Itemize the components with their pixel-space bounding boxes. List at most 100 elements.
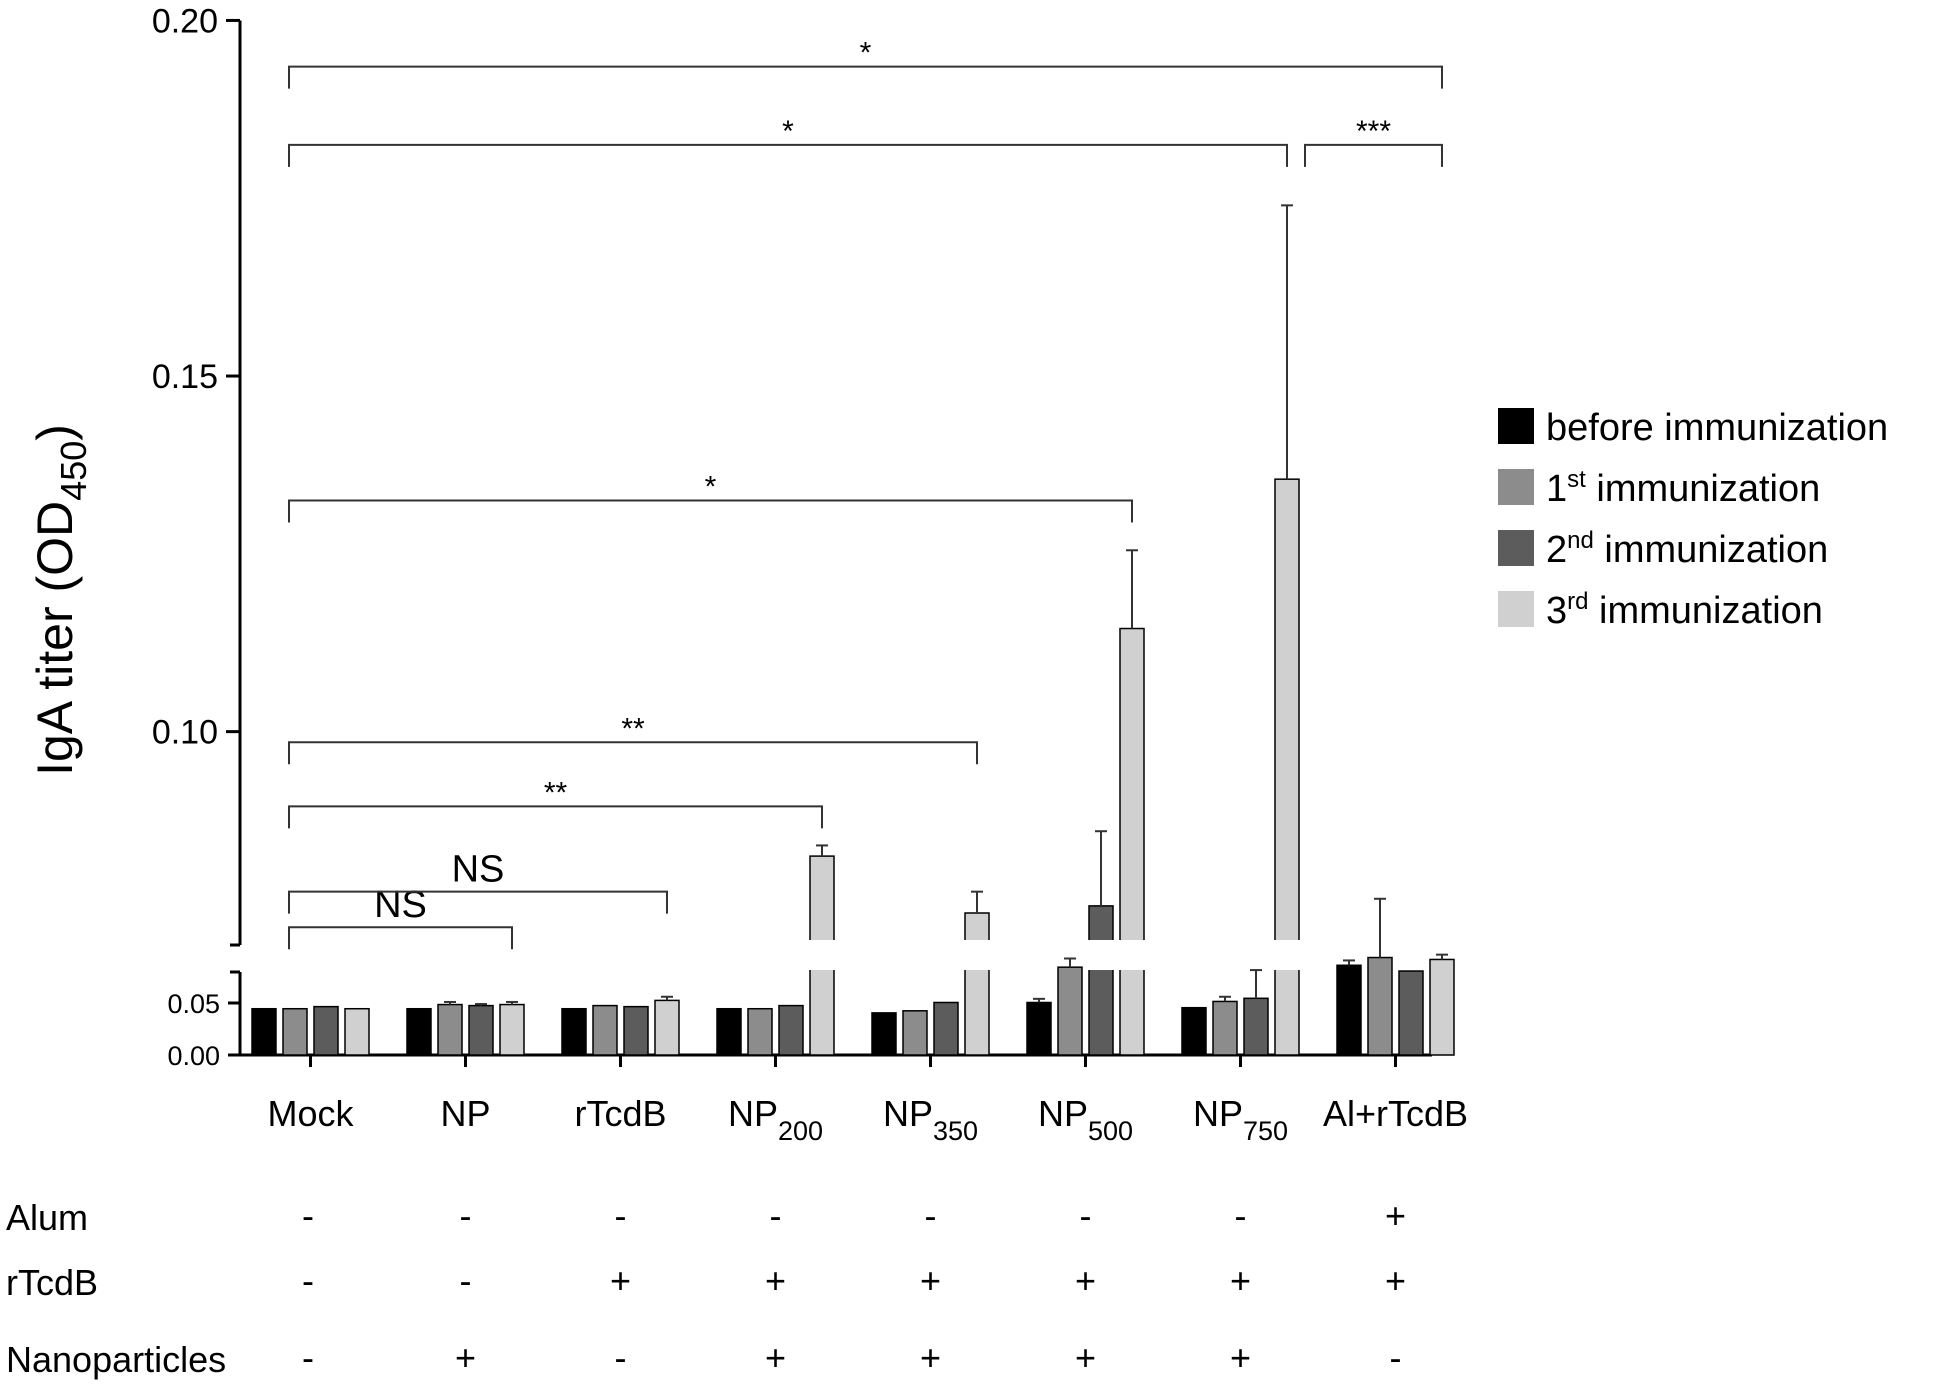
bar bbox=[654, 999, 680, 1056]
legend-label: 2nd immunization bbox=[1546, 527, 1828, 571]
table-sign: + bbox=[765, 1337, 786, 1378]
bar bbox=[871, 1012, 897, 1056]
table-sign: - bbox=[460, 1260, 472, 1301]
bar bbox=[623, 1005, 649, 1056]
y-tick-label: 0.10 bbox=[152, 714, 218, 752]
legend-label: 3rd immunization bbox=[1546, 588, 1823, 632]
bracket-label: *** bbox=[1356, 115, 1391, 148]
table-sign: - bbox=[460, 1195, 472, 1236]
bar-break-gap bbox=[963, 940, 991, 970]
bar bbox=[902, 1010, 928, 1056]
table-sign: - bbox=[302, 1337, 314, 1378]
bracket bbox=[288, 926, 513, 950]
table-sign: + bbox=[1385, 1260, 1406, 1301]
y-axis-label: IgA titer (OD450) bbox=[27, 424, 94, 776]
table-sign: + bbox=[920, 1260, 941, 1301]
x-category-subscript: 500 bbox=[1088, 1116, 1133, 1146]
legend-label-superscript: rd bbox=[1567, 588, 1588, 615]
legend-swatch bbox=[1498, 408, 1534, 444]
legend-swatch bbox=[1498, 530, 1534, 566]
legend-label-rest: immunization bbox=[1586, 468, 1820, 510]
y-tick-label: 0.15 bbox=[152, 358, 218, 396]
x-category-label: rTcdB bbox=[574, 1093, 666, 1134]
bar bbox=[747, 1007, 773, 1056]
bar bbox=[406, 1007, 432, 1056]
legend-label-rest: immunization bbox=[1588, 590, 1822, 632]
x-axis-labels: Mock NP rTcdB NP200 NP350 NP500 NP750 Al+rTcdB bbox=[267, 1093, 1468, 1146]
bar bbox=[778, 1004, 804, 1056]
bracket bbox=[288, 890, 668, 914]
y-tick-label: 0.20 bbox=[152, 2, 218, 40]
table-sign: + bbox=[1230, 1260, 1251, 1301]
table-sign: + bbox=[920, 1337, 941, 1378]
bracket bbox=[288, 805, 823, 829]
x-category-label: NP750 bbox=[1193, 1093, 1288, 1146]
legend-label-superscript: nd bbox=[1567, 527, 1594, 554]
bar bbox=[468, 1004, 494, 1056]
bar bbox=[592, 1004, 618, 1056]
table-sign: - bbox=[302, 1195, 314, 1236]
table-sign: + bbox=[455, 1337, 476, 1378]
bar bbox=[282, 1007, 308, 1056]
legend-label-rest: immunization bbox=[1594, 529, 1828, 571]
table-sign: + bbox=[610, 1260, 631, 1301]
bracket bbox=[288, 143, 1288, 167]
table-sign: - bbox=[1080, 1195, 1092, 1236]
bar-break-gap bbox=[808, 940, 836, 970]
bar bbox=[499, 1003, 525, 1056]
bars bbox=[251, 204, 1455, 1056]
table-sign: - bbox=[1235, 1195, 1247, 1236]
bracket-label: ** bbox=[544, 776, 568, 809]
table-sign: + bbox=[1385, 1195, 1406, 1236]
bracket-label: NS bbox=[452, 849, 505, 891]
bracket bbox=[288, 499, 1133, 523]
bracket bbox=[288, 741, 978, 765]
bar bbox=[1243, 997, 1269, 1056]
bar bbox=[716, 1007, 742, 1056]
x-category-label: Al+rTcdB bbox=[1323, 1093, 1468, 1134]
y-tick-label: 0.05 bbox=[167, 989, 220, 1019]
axes: 0.10 0.15 0.20 0.00 0.05 bbox=[152, 2, 1432, 1071]
condition-table: Alum - - - - - - - + rTcdB - - + + + + + + Nanoparticles - +… bbox=[6, 1195, 1406, 1380]
bar bbox=[1212, 1000, 1238, 1056]
bracket-label: * bbox=[860, 37, 872, 70]
table-sign: - bbox=[615, 1195, 627, 1236]
bar bbox=[1367, 956, 1393, 1056]
bar bbox=[964, 912, 990, 1056]
table-sign: + bbox=[765, 1260, 786, 1301]
bar bbox=[251, 1007, 277, 1056]
table-sign: + bbox=[1230, 1337, 1251, 1378]
table-row-label: Alum bbox=[6, 1197, 88, 1238]
bar-break-gap bbox=[1273, 940, 1301, 970]
bar bbox=[1119, 627, 1145, 1056]
table-sign: - bbox=[302, 1260, 314, 1301]
bar bbox=[437, 1003, 463, 1056]
y-axis-title: IgA titer (OD450) bbox=[27, 424, 94, 776]
legend-swatch bbox=[1498, 469, 1534, 505]
table-sign: - bbox=[1390, 1337, 1402, 1378]
bar bbox=[933, 1001, 959, 1056]
bar bbox=[344, 1007, 370, 1056]
bar bbox=[1429, 958, 1455, 1056]
bar-break-gap bbox=[1087, 940, 1115, 970]
bar-break-gap bbox=[1118, 940, 1146, 970]
table-row-label: Nanoparticles bbox=[6, 1339, 226, 1380]
bar bbox=[1057, 966, 1083, 1056]
x-category-label: Mock bbox=[267, 1093, 354, 1134]
bracket-label: * bbox=[782, 115, 794, 148]
x-category-subscript: 200 bbox=[778, 1116, 823, 1146]
table-sign: - bbox=[615, 1337, 627, 1378]
y-tick-label: 0.00 bbox=[167, 1041, 220, 1071]
bar bbox=[1181, 1006, 1207, 1056]
table-row-label: rTcdB bbox=[6, 1262, 98, 1303]
bracket bbox=[1304, 143, 1443, 167]
table-sign: - bbox=[770, 1195, 782, 1236]
x-category-subscript: 750 bbox=[1243, 1116, 1288, 1146]
legend: before immunization 1st immunization 2nd i… bbox=[1498, 407, 1888, 632]
bar bbox=[1026, 1001, 1052, 1056]
legend-label-superscript: st bbox=[1567, 466, 1586, 493]
bar bbox=[561, 1007, 587, 1056]
x-category-label: NP350 bbox=[883, 1093, 978, 1146]
